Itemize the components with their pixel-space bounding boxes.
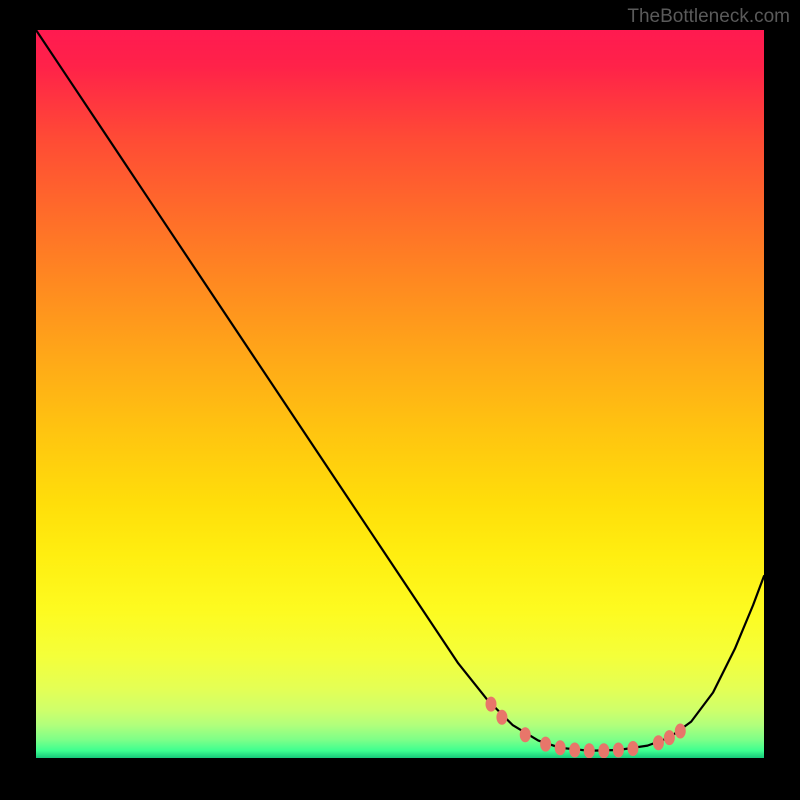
plot-area xyxy=(36,30,764,758)
curve-marker xyxy=(599,744,609,758)
curve-marker xyxy=(555,741,565,755)
curve-marker xyxy=(584,744,594,758)
curve-marker xyxy=(628,742,638,756)
curve-marker xyxy=(486,697,496,711)
bottleneck-curve xyxy=(36,30,764,758)
chart-container: TheBottleneck.com xyxy=(0,0,800,800)
curve-marker xyxy=(497,710,507,724)
curve-marker xyxy=(520,728,530,742)
curve-marker xyxy=(653,736,663,750)
curve-marker xyxy=(664,731,674,745)
curve-marker xyxy=(675,724,685,738)
curve-marker xyxy=(541,737,551,751)
curve-line xyxy=(36,30,764,751)
curve-marker xyxy=(613,743,623,757)
watermark-text: TheBottleneck.com xyxy=(627,6,790,28)
curve-marker xyxy=(570,743,580,757)
